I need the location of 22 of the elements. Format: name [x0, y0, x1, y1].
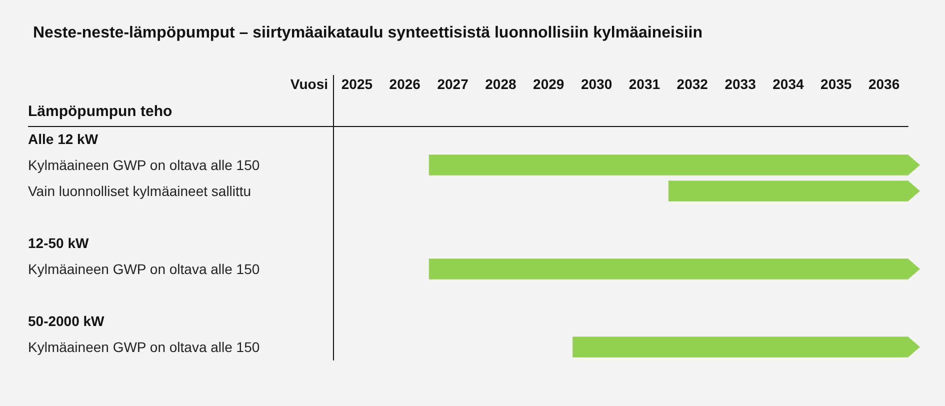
x-tick-label: 2025 — [341, 76, 373, 92]
x-tick-label: 2027 — [437, 76, 469, 92]
x-tick-label: 2036 — [868, 76, 900, 92]
x-tick-label: 2034 — [772, 76, 804, 92]
x-tick-label: 2026 — [389, 76, 421, 92]
y-tick-label: Alle 12 kW — [28, 131, 99, 147]
x-tick-label: 2035 — [820, 76, 852, 92]
y-tick-label: Kylmäaineen GWP on oltava alle 150 — [28, 261, 260, 277]
y-tick-label: Vain luonnolliset kylmäaineet sallittu — [28, 183, 252, 199]
y-tick-label: 50-2000 kW — [28, 313, 106, 329]
x-tick-label: 2033 — [724, 76, 756, 92]
y-axis-title: Lämpöpumpun teho — [28, 103, 172, 120]
y-tick-label: Kylmäaineen GWP on oltava alle 150 — [28, 157, 260, 173]
x-tick-label: 2032 — [676, 76, 708, 92]
y-tick-label: 12-50 kW — [28, 235, 90, 251]
x-tick-label: 2029 — [533, 76, 564, 92]
x-tick-label: 2030 — [580, 76, 612, 92]
x-axis-title: Vuosi — [290, 76, 328, 92]
chart-title: Neste-neste-lämpöpumput – siirtymäaikataulu synteettisistä luonnollisiin kylmäaineisiin — [33, 24, 703, 42]
y-tick-label: Kylmäaineen GWP on oltava alle 150 — [28, 339, 260, 355]
x-tick-label: 2031 — [628, 76, 660, 92]
x-tick-label: 2028 — [485, 76, 516, 92]
